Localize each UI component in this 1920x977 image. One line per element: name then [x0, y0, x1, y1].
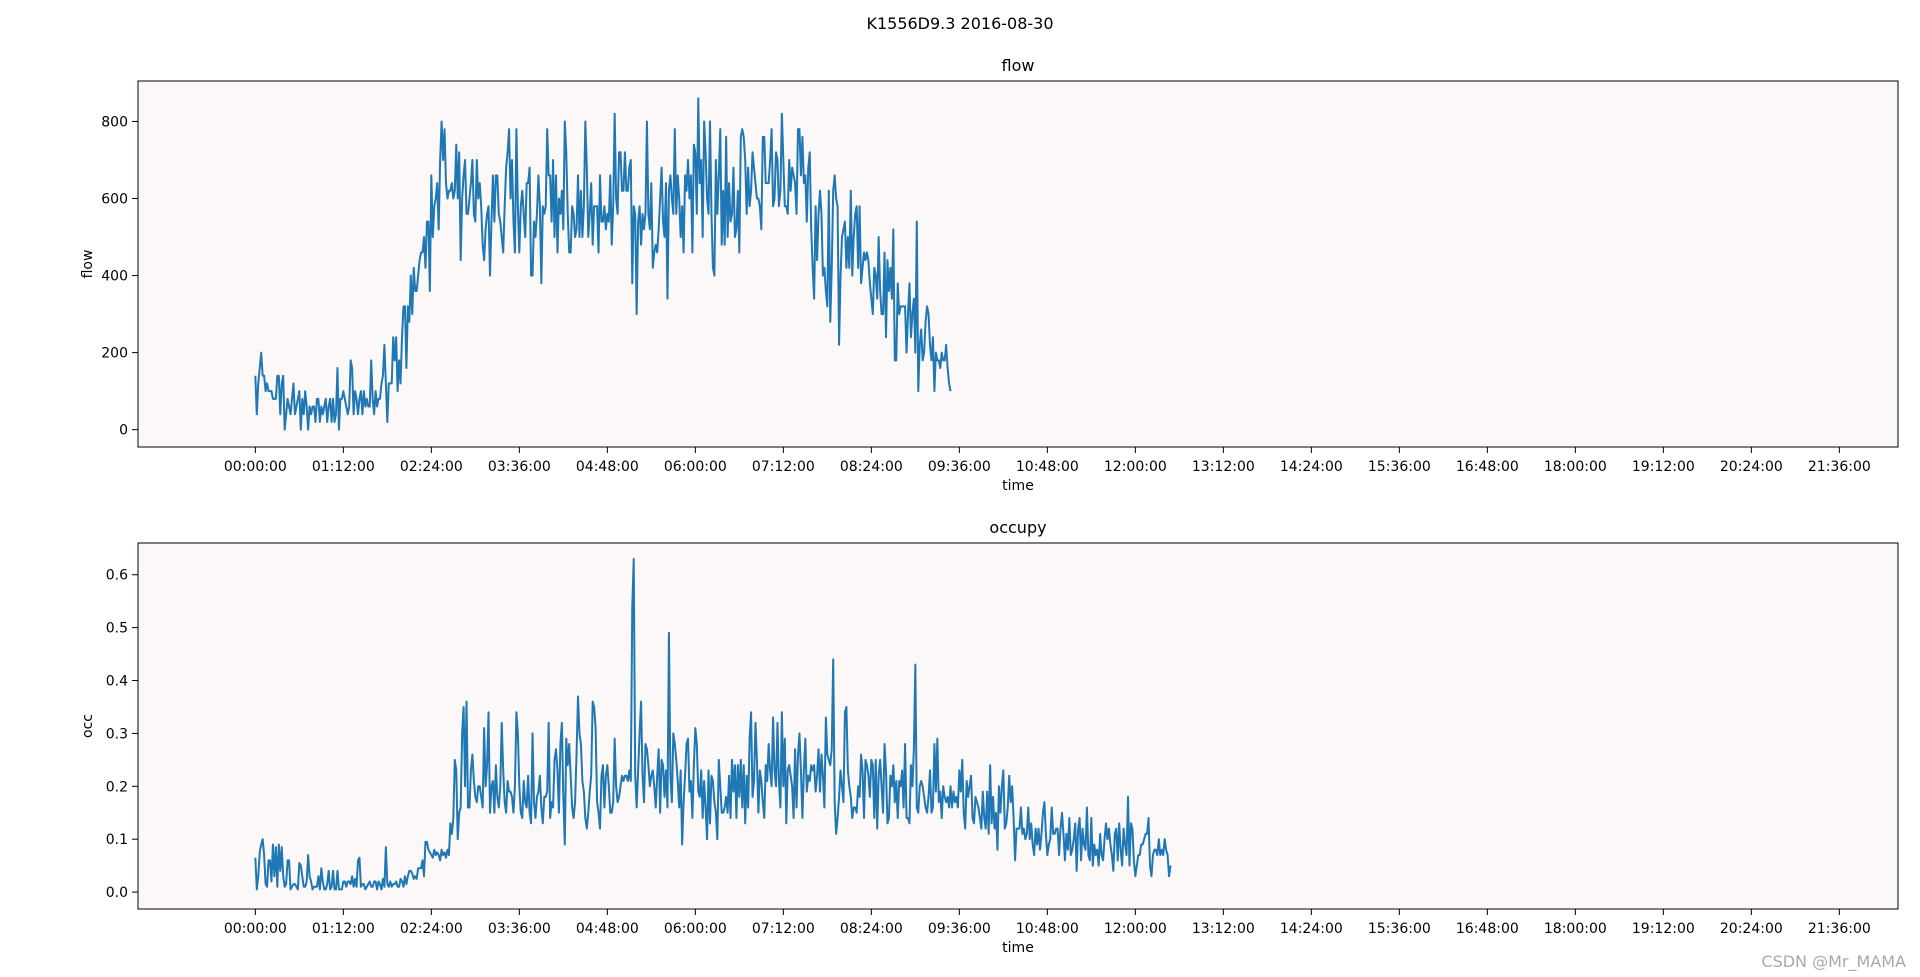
y-tick-label: 800 — [101, 114, 128, 130]
y-tick-label: 0 — [119, 423, 128, 439]
occupy-axes: occupy 0.0 0.1 0.2 0.3 0.4 0.5 0.6 00:00:00 01:12… — [80, 518, 1899, 956]
x-tick-label: 20:24:00 — [1720, 459, 1783, 475]
x-tick-label: 13:12:00 — [1192, 459, 1255, 475]
y-tick-label: 0.2 — [106, 779, 128, 795]
x-tick-label: 10:48:00 — [1016, 459, 1079, 475]
x-tick-label: 21:36:00 — [1808, 459, 1871, 475]
y-tick-label: 0.5 — [106, 621, 128, 637]
x-tick-label: 01:12:00 — [312, 921, 375, 937]
y-axis-label: occ — [80, 714, 96, 738]
x-tick-label: 12:00:00 — [1104, 921, 1167, 937]
x-tick-label: 09:36:00 — [928, 921, 991, 937]
x-tick-label: 00:00:00 — [224, 921, 287, 937]
x-tick-label: 10:48:00 — [1016, 921, 1079, 937]
x-axis-label: time — [1002, 478, 1034, 494]
y-tick-label: 600 — [101, 192, 128, 208]
x-tick-label: 09:36:00 — [928, 459, 991, 475]
x-tick-label: 08:24:00 — [840, 921, 903, 937]
x-tick-label: 04:48:00 — [576, 459, 639, 475]
y-tick-label: 0.3 — [106, 726, 128, 742]
x-tick-label: 19:12:00 — [1632, 459, 1695, 475]
x-tick-label: 18:00:00 — [1544, 921, 1607, 937]
x-tick-label: 14:24:00 — [1280, 459, 1343, 475]
y-tick-label: 0.0 — [106, 885, 128, 901]
x-tick-label: 07:12:00 — [752, 921, 815, 937]
axes-frame — [137, 542, 1899, 910]
y-tick-label: 200 — [101, 346, 128, 362]
flow-axes: flow 0 200 400 600 800 00:00:00 01:12:00 02:24:0… — [80, 56, 1899, 494]
axes-title: flow — [1002, 56, 1035, 75]
y-axis-label: flow — [80, 250, 96, 279]
plot-area — [138, 81, 1898, 447]
plot-area — [138, 543, 1898, 909]
x-tick-label: 03:36:00 — [488, 459, 551, 475]
x-tick-label: 01:12:00 — [312, 459, 375, 475]
x-tick-label: 06:00:00 — [664, 921, 727, 937]
y-tick-label: 0.6 — [106, 568, 128, 584]
x-tick-label: 07:12:00 — [752, 459, 815, 475]
x-tick-label: 13:12:00 — [1192, 921, 1255, 937]
x-tick-label: 20:24:00 — [1720, 921, 1783, 937]
series-line — [254, 557, 1172, 891]
axes-title: occupy — [989, 518, 1046, 537]
x-tick-label: 02:24:00 — [400, 921, 463, 937]
figure-title: K1556D9.3 2016-08-30 — [866, 14, 1054, 33]
axes-frame — [137, 80, 1899, 448]
series-line — [254, 97, 952, 431]
x-tick-label: 06:00:00 — [664, 459, 727, 475]
x-tick-label: 15:36:00 — [1368, 921, 1431, 937]
y-tick-label: 0.1 — [106, 832, 128, 848]
x-tick-label: 15:36:00 — [1368, 459, 1431, 475]
x-tick-label: 12:00:00 — [1104, 459, 1167, 475]
x-tick-label: 14:24:00 — [1280, 921, 1343, 937]
x-tick-label: 04:48:00 — [576, 921, 639, 937]
x-tick-label: 21:36:00 — [1808, 921, 1871, 937]
x-tick-label: 19:12:00 — [1632, 921, 1695, 937]
x-tick-label: 03:36:00 — [488, 921, 551, 937]
y-tick-label: 0.4 — [106, 674, 128, 690]
watermark: CSDN @Mr_MAMA — [1761, 952, 1906, 971]
x-axis-label: time — [1002, 940, 1034, 956]
x-tick-label: 18:00:00 — [1544, 459, 1607, 475]
x-tick-label: 16:48:00 — [1456, 459, 1519, 475]
x-tick-label: 08:24:00 — [840, 459, 903, 475]
y-tick-label: 400 — [101, 269, 128, 285]
x-tick-label: 16:48:00 — [1456, 921, 1519, 937]
x-tick-label: 00:00:00 — [224, 459, 287, 475]
x-tick-label: 02:24:00 — [400, 459, 463, 475]
